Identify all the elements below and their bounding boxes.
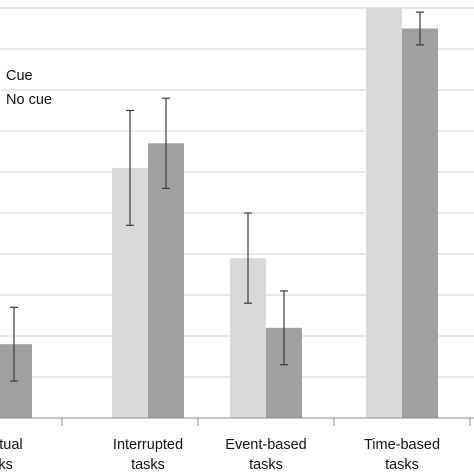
x-tick-label: Interrupted	[113, 437, 183, 453]
x-tick-label: tasks	[249, 457, 283, 473]
x-tick-marks	[61, 418, 471, 426]
x-tick-label: tasks	[131, 457, 165, 473]
error-bar-no-cue	[416, 11, 424, 46]
bar-cue	[366, 8, 402, 418]
error-bar-cue	[126, 109, 134, 226]
error-bar-cue	[244, 212, 252, 304]
error-bar-no-cue	[10, 306, 18, 382]
x-tick-label: tasks	[0, 457, 13, 473]
x-tick-label: Habitual	[0, 437, 23, 453]
error-bars	[10, 11, 424, 382]
legend: Cue No cue	[6, 68, 52, 108]
x-tick-label: Event-based	[225, 437, 306, 453]
x-tick-labels: Habitual tasks Interrupted tasks Event-based…	[0, 437, 440, 473]
error-bar-no-cue	[162, 97, 170, 189]
legend-label-no-cue: No cue	[6, 92, 52, 108]
error-bar-no-cue	[280, 290, 288, 366]
bar-no-cue	[402, 28, 438, 418]
x-tick-label: tasks	[385, 457, 419, 473]
bar-no-cue	[148, 143, 184, 419]
x-tick-label: Time-based	[364, 437, 440, 453]
legend-label-cue: Cue	[6, 68, 33, 84]
